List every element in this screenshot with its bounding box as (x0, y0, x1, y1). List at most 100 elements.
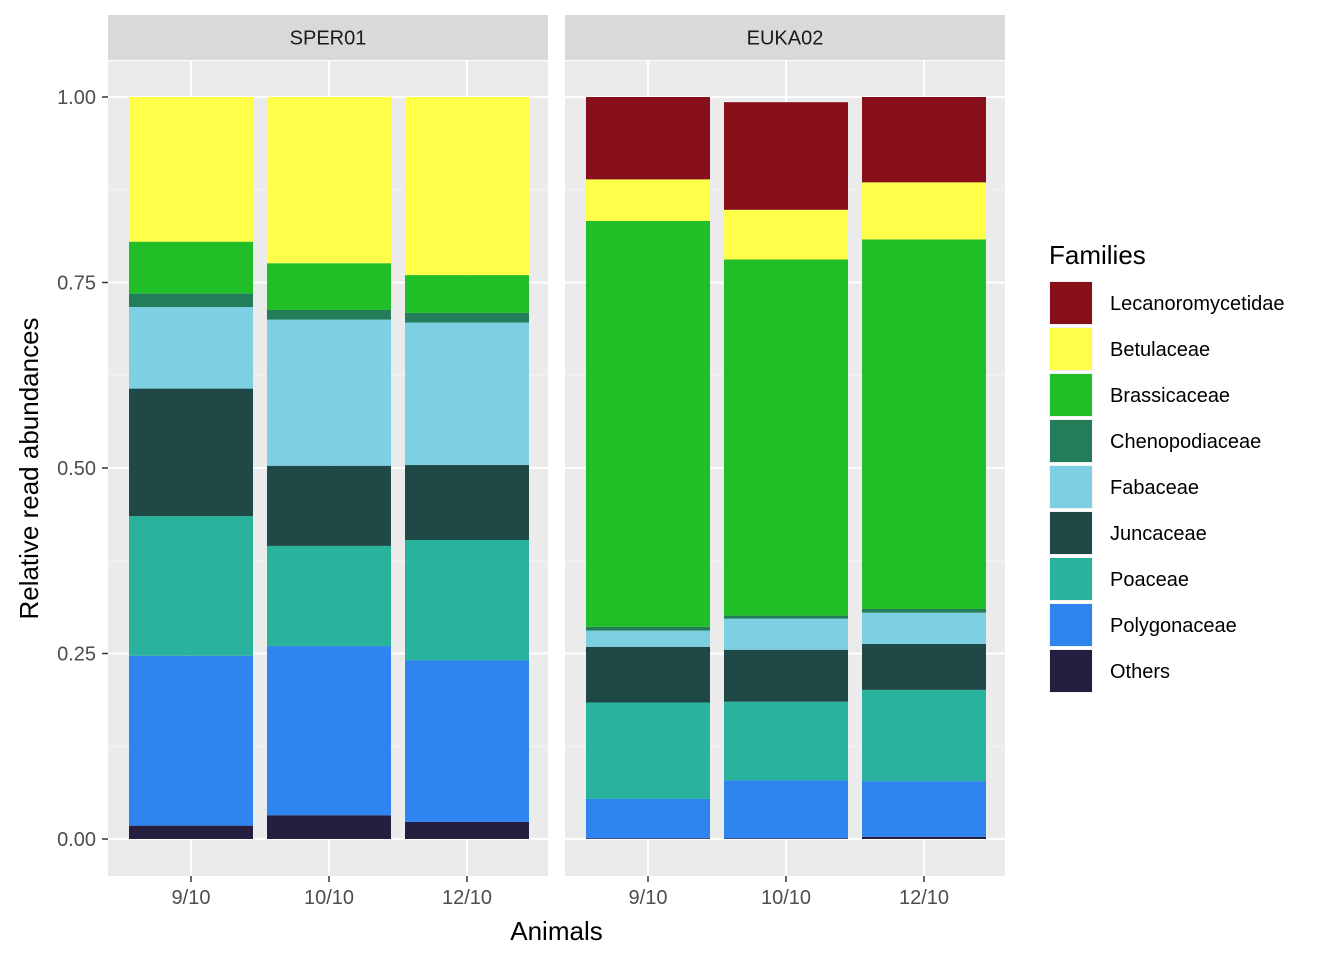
bar-segment-others (129, 825, 253, 839)
bar-segment-betulaceae (586, 179, 710, 221)
legend-label: Lecanoromycetidae (1110, 293, 1285, 315)
bar-segment-juncaceae (724, 649, 848, 702)
legend-swatch (1050, 466, 1092, 508)
bar-segment-others (862, 836, 986, 839)
y-tick-label: 0.50 (57, 458, 96, 480)
facet-strip (565, 15, 1005, 60)
bar-segment-poaceae (862, 689, 986, 782)
legend-label: Juncaceae (1110, 523, 1207, 545)
bar-segment-betulaceae (267, 97, 391, 264)
y-tick-label: 0.75 (57, 273, 96, 295)
bar-segment-brassicaceae (724, 259, 848, 616)
bar-10-10 (267, 97, 391, 839)
y-axis: 0.00 0.25 0.50 0.75 1.00 (57, 87, 108, 851)
bar-segment-polygonaceae (405, 660, 529, 822)
bar-segment-poaceae (586, 702, 710, 799)
bar-segment-poaceae (405, 539, 529, 661)
bar-segment-poaceae (129, 516, 253, 656)
bar-segment-others (267, 815, 391, 839)
bar-segment-brassicaceae (129, 241, 253, 294)
bar-segment-fabaceae (129, 306, 253, 389)
bar-segment-juncaceae (129, 388, 253, 517)
legend-item-betulaceae: Betulaceae (1049, 327, 1210, 371)
legend-item-fabaceae: Fabaceae (1049, 465, 1199, 509)
panel-sper01: SPER01 9/10 10/10 12/10 (108, 15, 548, 909)
y-axis-title: Relative read abundances (14, 317, 44, 619)
facet-strip-label: SPER01 (290, 28, 367, 50)
x-axis-title: Animals (510, 916, 602, 946)
bar-segment-lecanoromycetidae (724, 102, 848, 210)
legend-swatch (1050, 374, 1092, 416)
bar-segment-chenopodiaceae (129, 293, 253, 307)
facet-strip (108, 15, 548, 60)
bar-segment-fabaceae (862, 612, 986, 644)
x-tick-label: 12/10 (899, 887, 949, 909)
bar-segment-polygonaceae (129, 655, 253, 826)
bar-segment-juncaceae (862, 643, 986, 690)
bar-segment-chenopodiaceae (267, 309, 391, 320)
x-tick-label: 9/10 (172, 887, 211, 909)
x-tick-label: 9/10 (629, 887, 668, 909)
legend-label: Betulaceae (1110, 339, 1210, 361)
legend-item-poaceae: Poaceae (1049, 557, 1189, 601)
bar-segment-poaceae (267, 545, 391, 647)
bar-9-10 (129, 97, 253, 839)
bar-segment-polygonaceae (862, 781, 986, 837)
legend-swatch (1050, 282, 1092, 324)
legend-swatch (1050, 328, 1092, 370)
bar-segment-juncaceae (267, 465, 391, 546)
x-tick-label: 10/10 (761, 887, 811, 909)
bar-segment-brassicaceae (586, 220, 710, 627)
legend-swatch (1050, 512, 1092, 554)
legend-label: Chenopodiaceae (1110, 431, 1261, 453)
bar-segment-juncaceae (405, 465, 529, 540)
bar-9-10 (586, 97, 710, 839)
bar-segment-betulaceae (405, 97, 529, 276)
legend-swatch (1050, 604, 1092, 646)
bar-segment-chenopodiaceae (586, 626, 710, 631)
legend-label: Brassicaceae (1110, 385, 1230, 407)
legend-label: Others (1110, 661, 1170, 683)
bar-segment-lecanoromycetidae (862, 97, 986, 183)
bar-segment-betulaceae (724, 209, 848, 260)
bar-segment-fabaceae (267, 319, 391, 466)
legend-item-others: Others (1049, 649, 1170, 693)
panels: SPER01 9/10 10/10 12/10 EUKA02 9/10 10/10 12/10 (108, 15, 1005, 909)
bar-segment-brassicaceae (267, 263, 391, 310)
facet-strip-label: EUKA02 (747, 28, 824, 50)
legend-swatch (1050, 558, 1092, 600)
legend-label: Poaceae (1110, 569, 1189, 591)
bar-segment-fabaceae (586, 630, 710, 647)
legend-item-chenopodiaceae: Chenopodiaceae (1049, 419, 1261, 463)
bar-segment-chenopodiaceae (405, 312, 529, 323)
legend-label: Polygonaceae (1110, 615, 1237, 637)
y-tick-label: 1.00 (57, 87, 96, 109)
bar-segment-fabaceae (724, 618, 848, 650)
bar-segment-polygonaceae (724, 780, 848, 839)
legend-title: Families (1049, 240, 1146, 270)
bar-segment-fabaceae (405, 322, 529, 466)
y-tick-label: 0.25 (57, 644, 96, 666)
bar-segment-others (405, 821, 529, 839)
legend-item-polygonaceae: Polygonaceae (1049, 603, 1237, 647)
bar-segment-chenopodiaceae (862, 608, 986, 613)
legend-item-brassicaceae: Brassicaceae (1049, 373, 1230, 417)
bar-segment-juncaceae (586, 646, 710, 703)
bar-segment-betulaceae (129, 97, 253, 242)
bar-segment-chenopodiaceae (724, 615, 848, 619)
bar-segment-polygonaceae (586, 798, 710, 839)
bar-segment-betulaceae (862, 182, 986, 240)
bar-segment-poaceae (724, 701, 848, 781)
bar-10-10 (724, 102, 848, 839)
panel-euka02: EUKA02 9/10 10/10 12/10 (565, 15, 1005, 909)
bar-12-10 (405, 97, 529, 839)
bar-segment-others (724, 838, 848, 839)
legend-item-juncaceae: Juncaceae (1049, 511, 1207, 555)
legend-item-lecanoromycetidae: Lecanoromycetidae (1049, 281, 1285, 325)
bar-12-10 (862, 97, 986, 839)
legend-label: Fabaceae (1110, 477, 1199, 499)
x-tick-label: 10/10 (304, 887, 354, 909)
bar-segment-brassicaceae (862, 239, 986, 609)
legend-swatch (1050, 650, 1092, 692)
